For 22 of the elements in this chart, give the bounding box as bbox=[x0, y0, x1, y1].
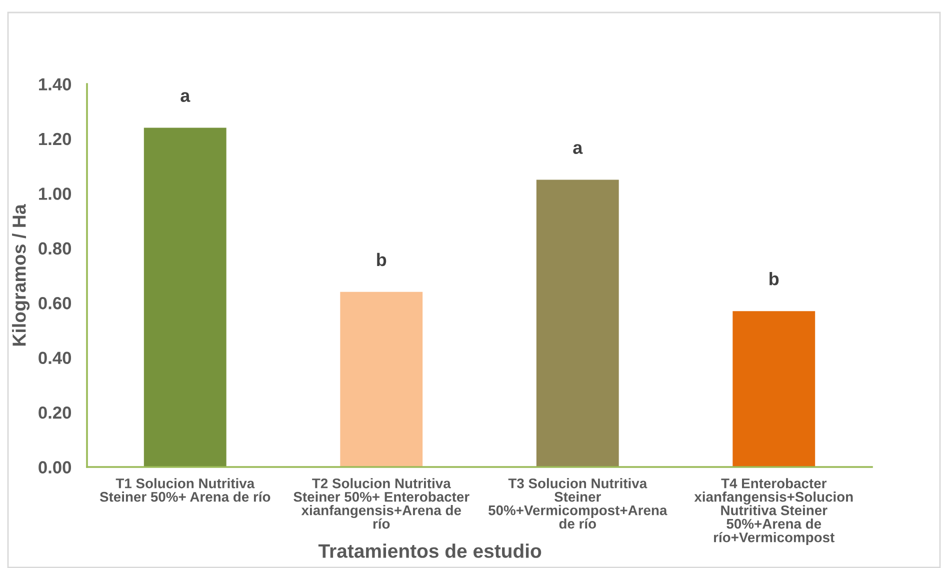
y-tick-label: 0.00 bbox=[38, 461, 72, 474]
annotation: b bbox=[377, 252, 386, 266]
x-tick-label: T4 Enterobacter xianfangensis+Solucion Nutritiva Steiner 50%+Arena de río+Vermicompost bbox=[694, 478, 853, 546]
x-axis-title: Tratamientos de estudio bbox=[318, 544, 542, 558]
annotation: b bbox=[770, 272, 779, 286]
y-tick-label: 1.40 bbox=[39, 78, 72, 90]
bar bbox=[340, 292, 423, 467]
bar bbox=[144, 128, 226, 467]
y-tick-label: 1.20 bbox=[39, 132, 72, 146]
y-tick-label: 0.80 bbox=[38, 242, 72, 255]
x-tick-label: T1 Solucion Nutritiva Steiner 50%+ Arena de río bbox=[100, 478, 270, 502]
y-tick-label: 0.40 bbox=[38, 352, 72, 364]
bar bbox=[536, 180, 619, 467]
y-tick-label: 0.60 bbox=[38, 297, 72, 310]
y-axis-title: Kilogramos / Ha bbox=[12, 204, 30, 346]
annotation: a bbox=[180, 92, 190, 102]
y-tick-label: 1.00 bbox=[39, 188, 72, 200]
x-tick-label: T2 Solucion Nutritiva Steiner 50%+ Enterobacter xianfangensis+Arena de río bbox=[294, 478, 470, 529]
bar bbox=[732, 311, 816, 467]
x-tick-label: T3 Solucion Nutritiva Steiner 50%+Vermicompost+Arena de río bbox=[488, 478, 668, 529]
y-tick-label: 0.20 bbox=[38, 406, 72, 419]
annotation: a bbox=[573, 144, 583, 154]
